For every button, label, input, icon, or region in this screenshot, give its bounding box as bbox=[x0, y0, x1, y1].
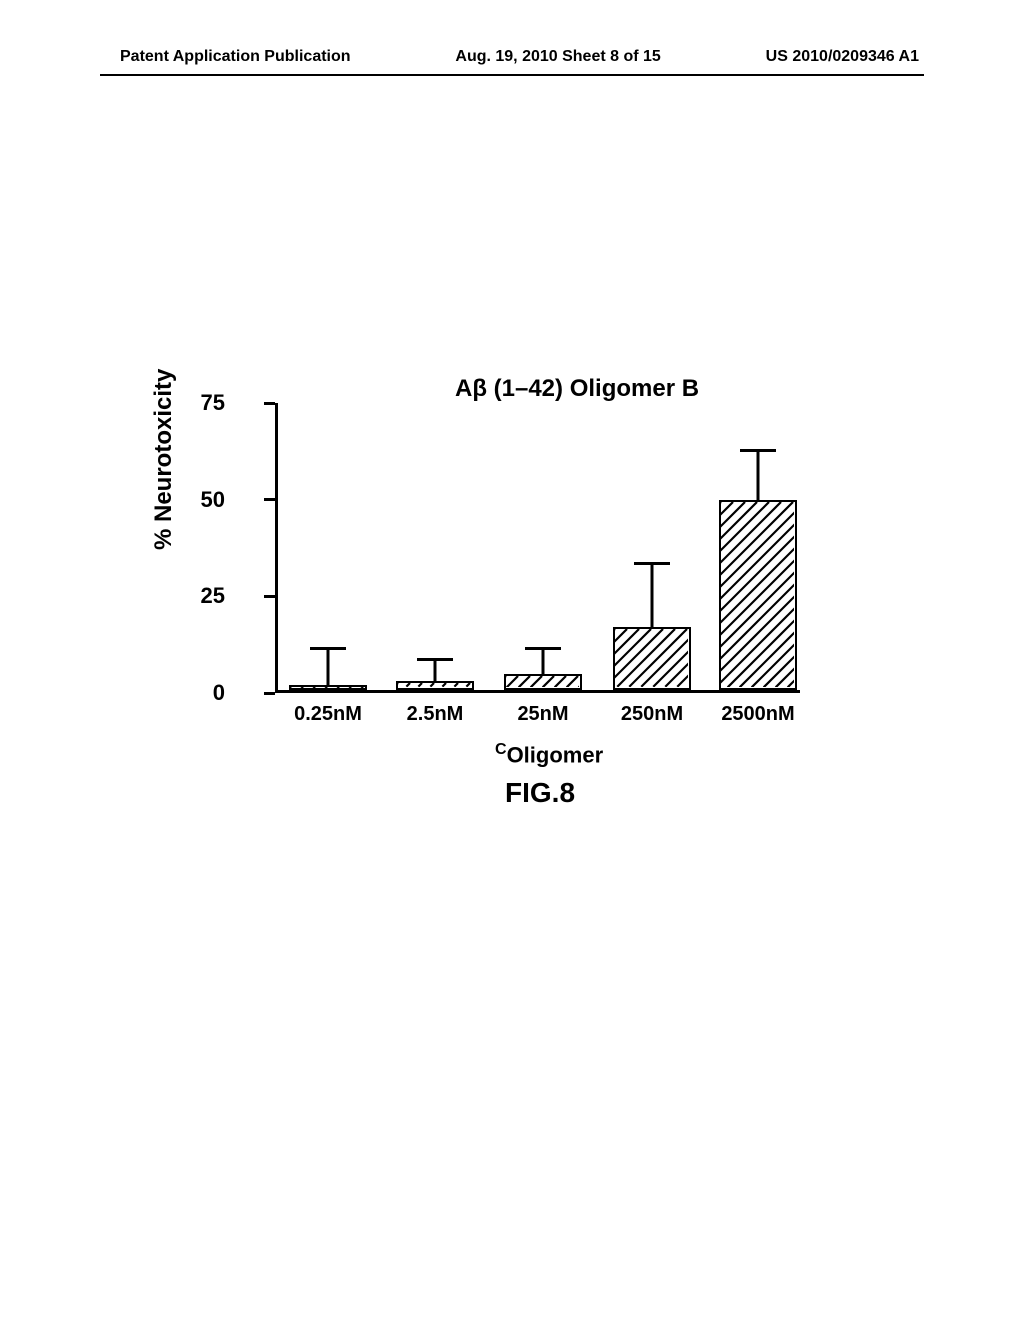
chart-title: Aβ (1–42) Oligomer B bbox=[455, 375, 699, 403]
x-tick-label: 2500nM bbox=[721, 703, 794, 726]
x-axis bbox=[275, 690, 800, 693]
bar-chart: Aβ (1–42) Oligomer B % Neurotoxicity COl… bbox=[185, 385, 885, 810]
error-bar bbox=[327, 647, 330, 686]
header-right: US 2010/0209346 A1 bbox=[766, 48, 919, 66]
y-tick-label: 50 bbox=[165, 487, 225, 513]
error-bar-cap bbox=[310, 647, 346, 650]
y-tick-label: 75 bbox=[165, 390, 225, 416]
bar-hatch bbox=[398, 683, 472, 688]
error-bar-cap bbox=[740, 449, 776, 452]
bar bbox=[504, 674, 582, 690]
bar-hatch bbox=[506, 676, 580, 688]
x-tick-label: 2.5nM bbox=[407, 703, 464, 726]
figure-label: FIG.8 bbox=[505, 777, 575, 809]
error-bar bbox=[434, 658, 437, 681]
error-bar-cap bbox=[525, 647, 561, 650]
x-axis-label-prefix: C bbox=[495, 741, 507, 758]
y-tick bbox=[264, 692, 275, 695]
y-tick bbox=[264, 402, 275, 405]
x-tick-label: 25nM bbox=[517, 703, 568, 726]
page-header: Patent Application Publication Aug. 19, … bbox=[0, 48, 1024, 66]
bar bbox=[396, 681, 474, 690]
y-tick-label: 25 bbox=[165, 583, 225, 609]
header-left: Patent Application Publication bbox=[120, 48, 351, 66]
x-tick-label: 250nM bbox=[621, 703, 683, 726]
error-bar bbox=[651, 562, 654, 628]
header-divider bbox=[100, 74, 924, 76]
error-bar-cap bbox=[417, 658, 453, 661]
bar-hatch bbox=[721, 502, 795, 688]
bar bbox=[289, 685, 367, 690]
y-tick bbox=[264, 498, 275, 501]
plot-area bbox=[275, 403, 800, 693]
x-axis-label-main: Oligomer bbox=[507, 742, 604, 767]
y-tick-label: 0 bbox=[165, 680, 225, 706]
error-bar-cap bbox=[634, 562, 670, 565]
header-center: Aug. 19, 2010 Sheet 8 of 15 bbox=[455, 48, 660, 66]
x-axis-label: COligomer bbox=[495, 741, 603, 768]
error-bar bbox=[757, 449, 760, 499]
bar-hatch bbox=[291, 687, 365, 688]
x-tick-label: 0.25nM bbox=[294, 703, 362, 726]
y-axis bbox=[275, 403, 278, 693]
error-bar bbox=[542, 647, 545, 674]
bar-hatch bbox=[615, 629, 689, 688]
bar bbox=[719, 500, 797, 690]
bar bbox=[613, 627, 691, 690]
y-tick bbox=[264, 595, 275, 598]
